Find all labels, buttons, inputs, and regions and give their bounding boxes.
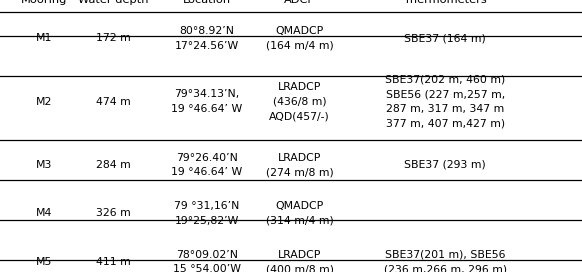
Text: LRADCP: LRADCP	[278, 153, 321, 163]
Text: 17°24.56’W: 17°24.56’W	[175, 41, 239, 51]
Text: 19 °46.64’ W: 19 °46.64’ W	[171, 104, 242, 114]
Text: SBE56 (227 m,257 m,: SBE56 (227 m,257 m,	[386, 89, 505, 99]
Text: M4: M4	[36, 208, 52, 218]
Text: QMADCP: QMADCP	[276, 26, 324, 36]
Text: SBE37 (164 m): SBE37 (164 m)	[404, 33, 486, 44]
Text: 474 m: 474 m	[96, 97, 131, 107]
Text: M2: M2	[36, 97, 52, 107]
Text: ADCP: ADCP	[284, 0, 315, 5]
Text: 172 m: 172 m	[96, 33, 131, 44]
Text: M5: M5	[36, 257, 52, 267]
Text: (400 m/8 m): (400 m/8 m)	[266, 264, 333, 272]
Text: M1: M1	[36, 33, 52, 44]
Text: (436/8 m): (436/8 m)	[273, 97, 327, 107]
Text: Thermometers: Thermometers	[403, 0, 487, 5]
Text: (164 m/4 m): (164 m/4 m)	[266, 41, 333, 51]
Text: Mooring: Mooring	[20, 0, 67, 5]
Text: 284 m: 284 m	[96, 160, 131, 170]
Text: (274 m/8 m): (274 m/8 m)	[266, 167, 333, 177]
Text: 78°09.02’N: 78°09.02’N	[176, 250, 237, 260]
Text: 287 m, 317 m, 347 m: 287 m, 317 m, 347 m	[386, 104, 505, 114]
Text: LRADCP: LRADCP	[278, 82, 321, 92]
Text: M3: M3	[36, 160, 52, 170]
Text: 19 °46.64’ W: 19 °46.64’ W	[171, 167, 242, 177]
Text: 79 °31,16’N: 79 °31,16’N	[174, 201, 239, 211]
Text: 326 m: 326 m	[96, 208, 131, 218]
Text: SBE37(202 m, 460 m): SBE37(202 m, 460 m)	[385, 75, 505, 85]
Text: 15 °54.00’W: 15 °54.00’W	[173, 264, 240, 272]
Text: Water depth: Water depth	[78, 0, 149, 5]
Text: (314 m/4 m): (314 m/4 m)	[266, 216, 333, 226]
Text: (236 m,266 m, 296 m): (236 m,266 m, 296 m)	[384, 264, 507, 272]
Text: SBE37(201 m), SBE56: SBE37(201 m), SBE56	[385, 250, 506, 260]
Text: 79°26.40’N: 79°26.40’N	[176, 153, 237, 163]
Text: QMADCP: QMADCP	[276, 201, 324, 211]
Text: 19°25,82’W: 19°25,82’W	[175, 216, 239, 226]
Text: 411 m: 411 m	[96, 257, 131, 267]
Text: 79°34.13’N,: 79°34.13’N,	[174, 89, 239, 99]
Text: LRADCP: LRADCP	[278, 250, 321, 260]
Text: SBE37 (293 m): SBE37 (293 m)	[404, 160, 486, 170]
Text: 80°8.92’N: 80°8.92’N	[179, 26, 234, 36]
Text: 377 m, 407 m,427 m): 377 m, 407 m,427 m)	[386, 119, 505, 128]
Text: Location: Location	[183, 0, 230, 5]
Text: AQD(457/-): AQD(457/-)	[269, 111, 330, 121]
